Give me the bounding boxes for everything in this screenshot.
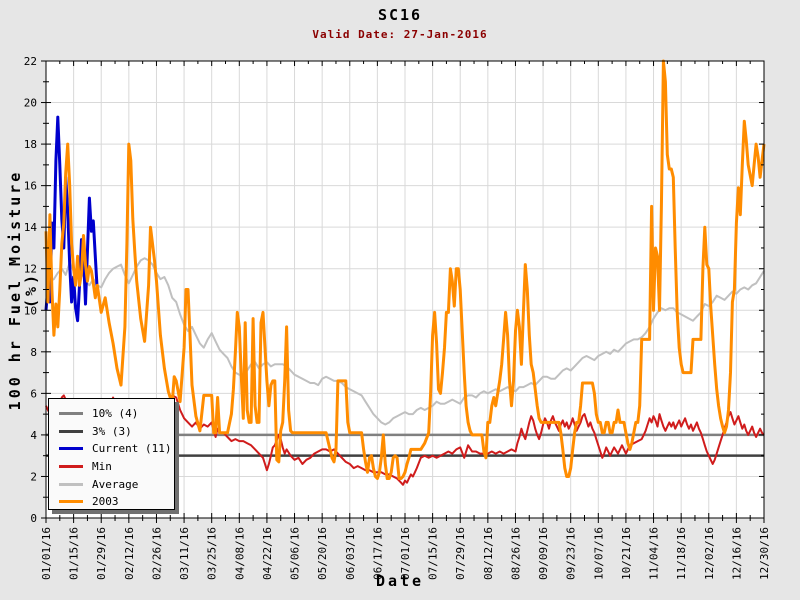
- y-tick-label: 8: [30, 346, 37, 359]
- x-tick-label: 01/29/16: [95, 527, 108, 580]
- x-tick-label: 10/21/16: [620, 527, 633, 580]
- y-tick-label: 0: [30, 512, 37, 525]
- legend-swatch: [59, 482, 83, 486]
- y-tick-label: 10: [24, 304, 37, 317]
- y-tick-label: 12: [24, 263, 37, 276]
- series-line-current-11-: [44, 115, 99, 323]
- x-tick-label: 06/17/16: [371, 527, 384, 580]
- x-tick-label: 06/03/16: [344, 527, 357, 580]
- legend-swatch: [59, 465, 83, 469]
- y-tick-label: 20: [24, 97, 37, 110]
- x-tick-label: 02/26/16: [150, 527, 163, 580]
- x-tick-label: 03/25/16: [206, 527, 219, 580]
- y-tick-label: 2: [30, 470, 37, 483]
- legend-swatch: [59, 447, 83, 451]
- valid-date-subtitle: Valid Date: 27-Jan-2016: [312, 28, 488, 41]
- legend-swatch: [59, 500, 83, 504]
- legend-item: Average: [59, 475, 174, 493]
- x-tick-label: 07/15/16: [427, 527, 440, 580]
- x-tick-label: 01/15/16: [68, 527, 81, 580]
- x-tick-label: 04/08/16: [233, 527, 246, 580]
- y-tick-label: 14: [24, 221, 38, 234]
- page-title: SC16: [377, 6, 423, 24]
- x-tick-label: 04/22/16: [261, 527, 274, 580]
- legend-item: 10% (4): [59, 405, 174, 423]
- x-tick-label: 12/16/16: [730, 527, 743, 580]
- legend-swatch: [59, 412, 83, 416]
- chart-legend: 10% (4) 3% (3) Current (11) Min Average 2003: [48, 398, 175, 510]
- x-tick-label: 08/26/16: [509, 527, 522, 580]
- x-tick-label: 12/02/16: [703, 527, 716, 580]
- y-tick-label: 6: [30, 387, 37, 400]
- x-tick-label: 01/01/16: [40, 527, 53, 580]
- legend-label: 2003: [92, 495, 119, 509]
- y-tick-label: 16: [24, 180, 37, 193]
- legend-label: 3% (3): [92, 424, 132, 438]
- x-tick-label: 05/06/16: [289, 527, 302, 580]
- legend-item: 2003: [59, 493, 174, 511]
- x-tick-label: 03/11/16: [178, 527, 191, 580]
- legend-swatch: [59, 429, 83, 433]
- x-tick-label: 09/09/16: [537, 527, 550, 580]
- series-line-average: [45, 257, 765, 426]
- legend-item: 3% (3): [59, 423, 174, 441]
- y-tick-label: 22: [24, 55, 37, 68]
- x-tick-label: 07/01/16: [399, 527, 412, 580]
- y-tick-label: 18: [24, 138, 37, 151]
- x-tick-label: 11/18/16: [675, 527, 688, 580]
- legend-label: Min: [92, 460, 112, 474]
- y-tick-label: 4: [30, 429, 37, 442]
- legend-item: Current (11): [59, 440, 174, 458]
- legend-label: 10% (4): [92, 407, 139, 421]
- series-line-min: [45, 394, 765, 486]
- x-tick-label: 11/04/16: [648, 527, 661, 580]
- x-tick-label: 09/23/16: [565, 527, 578, 580]
- x-axis-title: Date: [375, 572, 425, 590]
- legend-item: Min: [59, 458, 174, 476]
- legend-label: Average: [92, 477, 139, 491]
- x-tick-label: 07/29/16: [454, 527, 467, 580]
- x-tick-label: 08/12/16: [482, 527, 495, 580]
- x-tick-label: 05/20/16: [316, 527, 329, 580]
- x-tick-label: 12/30/16: [758, 527, 771, 580]
- x-tick-label: 02/12/16: [123, 527, 136, 580]
- x-tick-label: 10/07/16: [592, 527, 605, 580]
- legend-label: Current (11): [92, 442, 172, 456]
- series-line-2003: [44, 59, 766, 480]
